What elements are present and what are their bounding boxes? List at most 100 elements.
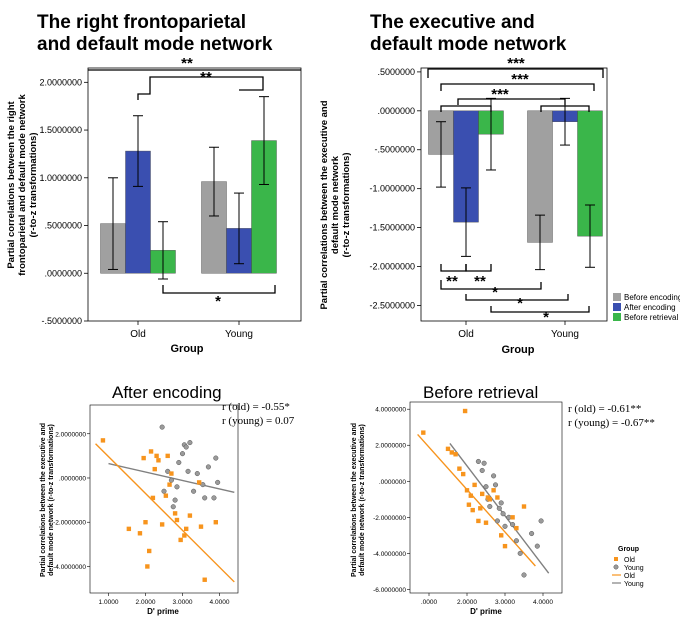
scatter-legend-young: Young — [624, 565, 644, 572]
chart4-ylabel-line2: default mode network (r-to-z transformat… — [359, 424, 366, 576]
scatter-legend-young-marker — [613, 564, 619, 570]
chart4-old-point — [521, 504, 527, 509]
chart3-annotation-young: r (young) = 0.07 — [222, 415, 295, 427]
chart3-old-point — [174, 517, 180, 523]
chart1-ytick-label: .0000000 — [44, 268, 82, 278]
chart1-ytick-label: .5000000 — [44, 221, 82, 231]
chart3-young-point — [179, 451, 186, 457]
chart3-xtick-label: 1.0000 — [99, 599, 119, 606]
chart1-significance-label: ** — [200, 69, 212, 86]
chart4-plot: 4.0000000 2.0000000 .0000000 -2.0000000 -4.0… — [373, 401, 563, 606]
chart3-young-point — [194, 471, 200, 477]
chart4-young-point — [492, 482, 499, 488]
chart1-ylabel-line2: frontoparietal and default mode network — [17, 94, 28, 276]
chart3-xtick-label: 2.0000 — [136, 599, 156, 606]
chart4-young-point — [510, 521, 516, 528]
legend-swatch-before-retrieval — [613, 313, 621, 321]
chart4-old-point — [502, 543, 508, 549]
chart3-old-point — [182, 533, 187, 538]
chart4-old-fit-line — [417, 433, 536, 567]
chart1-ytick-label: 1.5000000 — [39, 125, 82, 135]
chart4-old-point — [514, 525, 519, 531]
chart2-significance-bracket — [440, 83, 595, 91]
chart4-young-point — [494, 518, 500, 524]
chart4-old-point — [421, 430, 426, 435]
chart4-old-point — [495, 495, 500, 500]
chart4-young-point — [521, 572, 527, 578]
chart3-xtick-label: 3.0000 — [173, 599, 193, 606]
chart1-significance-bracket — [162, 285, 276, 294]
scatter-legend-old-marker — [614, 557, 618, 561]
chart4-old-point — [457, 466, 462, 471]
chart4-ytick-label: 2.0000000 — [375, 443, 406, 450]
chart3-young-point — [170, 504, 176, 510]
legend-label-after-encoding: After encoding — [624, 303, 676, 312]
chart4-old-point — [476, 518, 481, 524]
chart4-young-point — [479, 467, 485, 474]
chart4-young-point — [475, 458, 481, 465]
chart3-old-point — [202, 577, 207, 582]
chart4-old-point — [466, 502, 472, 507]
chart3-ytick-label: -4.0000000 — [53, 564, 86, 571]
chart3-ylabel-line1: Partial correlations between the executi… — [40, 423, 47, 577]
chart4-old-point — [499, 533, 504, 538]
chart1-ytick-label: 1.0000000 — [39, 173, 82, 183]
chart2-plot: .5000000 .0000000 -.5000000 -1.0000000 -1.50… — [369, 55, 608, 340]
chart3-old-point — [100, 438, 106, 443]
chart4-old-point — [470, 507, 475, 513]
chart3-old-point — [152, 466, 157, 472]
chart4-ytick-label: -6.0000000 — [373, 587, 406, 594]
chart3-young-point — [191, 488, 197, 494]
legend-swatch-after-encoding — [613, 303, 621, 311]
chart2-ytick-label: .5000000 — [377, 67, 415, 77]
chart3-young-point — [200, 482, 206, 488]
chart4-xlabel: D' prime — [470, 607, 502, 616]
chart3-old-point — [143, 520, 148, 525]
chart2-significance-bracket — [465, 294, 569, 301]
chart4-old-point — [480, 491, 485, 497]
chart3-young-point — [165, 468, 171, 474]
chart3-ylabel-line2: default mode network (r-to-z transformat… — [48, 424, 55, 576]
chart4-young-point — [481, 460, 487, 466]
chart3-old-point — [141, 455, 146, 461]
chart4-xtick-label: 2.0000 — [457, 599, 477, 606]
chart3-old-fit-line — [95, 443, 235, 583]
chart1-frame — [87, 67, 302, 322]
chart2-ytick-label: -.5000000 — [374, 145, 415, 155]
scatter-legend-young-fit: Young — [624, 581, 644, 588]
chart2-significance-bracket — [440, 264, 467, 272]
chart3-young-point — [202, 495, 208, 501]
chart4-old-point — [464, 488, 470, 493]
chart4-annotation-old: r (old) = -0.61** — [568, 403, 641, 415]
chart1-significance-bracket — [137, 76, 264, 100]
chart3-young-point — [161, 488, 167, 494]
chart4-ytick-label: .0000000 — [379, 479, 406, 486]
chart3-young-point — [183, 444, 189, 450]
chart4-young-point — [496, 505, 502, 511]
chart2-significance-label: * — [517, 295, 523, 312]
chart3-old-point — [172, 511, 178, 516]
chart2-significance-bracket — [457, 98, 566, 105]
chart3-old-point — [167, 482, 172, 487]
chart2-title-line2: default mode network — [370, 34, 567, 55]
legend-label-before-retrieval: Before retrieval — [624, 313, 678, 322]
chart3-young-point — [159, 424, 165, 430]
chart2-ytick-label: .0000000 — [377, 106, 415, 116]
chart3-annotation-old: r (old) = -0.55* — [222, 401, 290, 413]
chart4-xtick-label: 3.0000 — [495, 599, 515, 606]
chart4-old-point — [483, 520, 489, 525]
chart2-ytick-label: -1.5000000 — [369, 223, 415, 233]
chart3-ytick-label: -2.0000000 — [53, 520, 86, 527]
chart4-young-point — [538, 518, 544, 524]
chart1-plot: 2.0000000 1.5000000 1.0000000 .5000000 .0000… — [39, 55, 302, 340]
chart2-significance-bracket — [540, 105, 590, 112]
chart4-young-point — [498, 500, 504, 506]
chart3-young-point — [211, 495, 217, 501]
chart1-significance-label: * — [215, 293, 221, 310]
chart4-ytick-label: 4.0000000 — [375, 407, 406, 414]
chart4-young-point — [513, 538, 519, 544]
chart4-young-point — [500, 511, 506, 517]
scatter-legend-old-fit: Old — [624, 573, 635, 580]
chart3-young-point — [168, 477, 174, 483]
chart3-old-point — [150, 495, 156, 501]
